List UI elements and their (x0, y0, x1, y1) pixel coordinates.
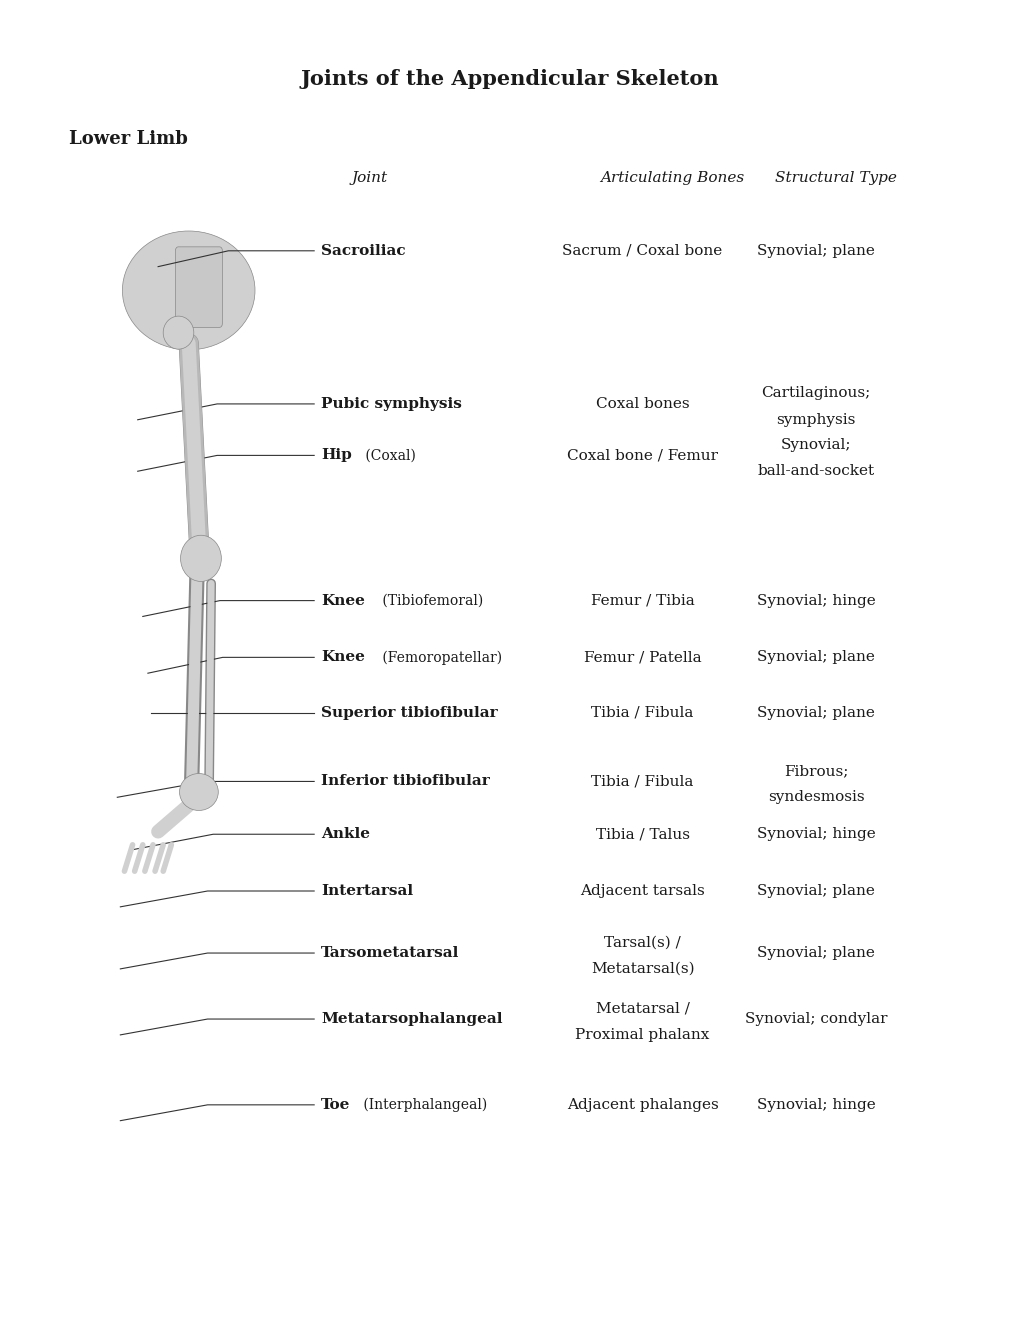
Text: syndesmosis: syndesmosis (767, 791, 863, 804)
Text: Synovial; plane: Synovial; plane (756, 946, 874, 960)
Text: Articulating Bones: Articulating Bones (599, 172, 743, 185)
Text: Synovial; hinge: Synovial; hinge (756, 594, 874, 607)
Text: Synovial; hinge: Synovial; hinge (756, 1098, 874, 1111)
Text: Coxal bone / Femur: Coxal bone / Femur (567, 449, 717, 462)
Text: Tibia / Fibula: Tibia / Fibula (591, 706, 693, 719)
Text: Fibrous;: Fibrous; (783, 764, 848, 777)
Text: Femur / Tibia: Femur / Tibia (590, 594, 694, 607)
Text: Tarsal(s) /: Tarsal(s) / (603, 936, 681, 949)
Text: Synovial;: Synovial; (780, 438, 851, 451)
Text: Adjacent tarsals: Adjacent tarsals (580, 884, 704, 898)
Text: symphysis: symphysis (775, 413, 855, 426)
Text: Metatarsophalangeal: Metatarsophalangeal (321, 1012, 502, 1026)
Text: Adjacent phalanges: Adjacent phalanges (567, 1098, 717, 1111)
Text: Hip: Hip (321, 449, 352, 462)
Text: Synovial; plane: Synovial; plane (756, 651, 874, 664)
Text: Synovial; plane: Synovial; plane (756, 884, 874, 898)
FancyBboxPatch shape (175, 247, 222, 327)
Text: Coxal bones: Coxal bones (595, 397, 689, 411)
Text: (Tibiofemoral): (Tibiofemoral) (378, 594, 483, 607)
Text: Joints of the Appendicular Skeleton: Joints of the Appendicular Skeleton (301, 69, 718, 90)
Text: Synovial; plane: Synovial; plane (756, 244, 874, 257)
Text: Synovial; condylar: Synovial; condylar (744, 1012, 887, 1026)
Text: Ankle: Ankle (321, 828, 370, 841)
Text: (Coxal): (Coxal) (361, 449, 416, 462)
Text: Toe: Toe (321, 1098, 351, 1111)
Text: Synovial; hinge: Synovial; hinge (756, 828, 874, 841)
Text: (Femoropatellar): (Femoropatellar) (378, 651, 501, 664)
Text: Pubic symphysis: Pubic symphysis (321, 397, 462, 411)
Text: Tarsometatarsal: Tarsometatarsal (321, 946, 460, 960)
Text: Superior tibiofibular: Superior tibiofibular (321, 706, 497, 719)
Text: Sacroiliac: Sacroiliac (321, 244, 406, 257)
Text: Joint: Joint (352, 172, 387, 185)
Text: Structural Type: Structural Type (774, 172, 896, 185)
Ellipse shape (179, 774, 218, 810)
Ellipse shape (163, 315, 194, 348)
Text: Lower Limb: Lower Limb (69, 129, 189, 148)
Text: Knee: Knee (321, 594, 365, 607)
Text: Sacrum / Coxal bone: Sacrum / Coxal bone (561, 244, 722, 257)
Text: Intertarsal: Intertarsal (321, 884, 413, 898)
Ellipse shape (180, 536, 221, 581)
Text: Femur / Patella: Femur / Patella (583, 651, 701, 664)
Text: Inferior tibiofibular: Inferior tibiofibular (321, 775, 489, 788)
Text: Cartilaginous;: Cartilaginous; (760, 387, 870, 400)
Text: Knee: Knee (321, 651, 365, 664)
Text: Metatarsal(s): Metatarsal(s) (590, 962, 694, 975)
Ellipse shape (122, 231, 255, 350)
Text: Proximal phalanx: Proximal phalanx (575, 1028, 709, 1041)
Text: Synovial; plane: Synovial; plane (756, 706, 874, 719)
Text: ball-and-socket: ball-and-socket (757, 465, 873, 478)
Text: Tibia / Fibula: Tibia / Fibula (591, 775, 693, 788)
Text: Tibia / Talus: Tibia / Talus (595, 828, 689, 841)
Text: Metatarsal /: Metatarsal / (595, 1002, 689, 1015)
Text: (Interphalangeal): (Interphalangeal) (359, 1098, 487, 1111)
